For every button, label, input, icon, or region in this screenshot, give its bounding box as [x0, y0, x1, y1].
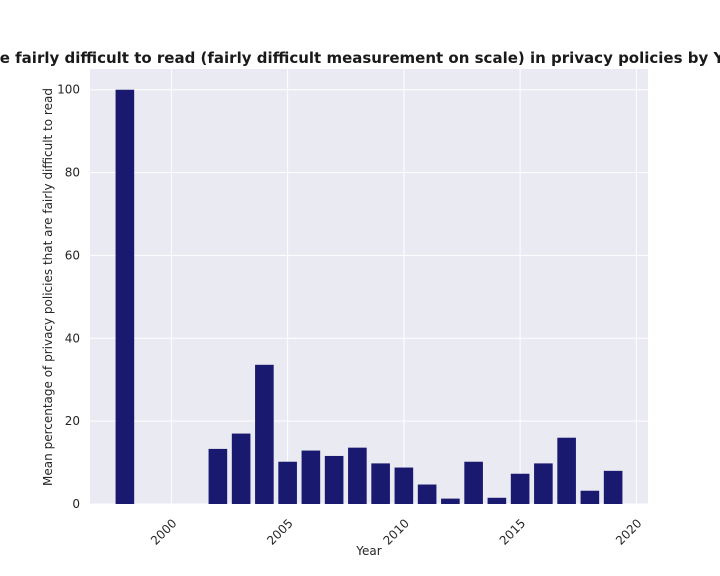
x-tick-label: 2005	[264, 516, 295, 547]
x-tick-label: 2000	[148, 516, 179, 547]
bar-2010	[394, 467, 414, 504]
y-tick-label: 100	[57, 83, 80, 97]
y-tick-label: 40	[65, 331, 80, 345]
bar-2009	[371, 463, 390, 504]
y-tick-label: 0	[72, 497, 80, 511]
bar-2003	[231, 433, 251, 504]
bar-2005	[278, 461, 297, 504]
bar-2017	[557, 437, 576, 504]
bar-2011	[417, 484, 437, 504]
bar-2013	[464, 461, 483, 504]
gridlines	[90, 69, 648, 505]
x-tick-label: 2015	[497, 516, 528, 547]
bar-2016	[534, 463, 553, 504]
y-tick-label: 80	[65, 166, 80, 180]
x-axis-label: Year	[355, 544, 381, 558]
bar-1998	[115, 89, 135, 504]
bar-2007	[324, 455, 344, 504]
y-axis-label: Mean percentage of privacy policies that…	[41, 88, 55, 486]
bar-2015	[510, 473, 530, 504]
bars	[115, 89, 623, 504]
bar-2014	[487, 497, 507, 504]
y-tick-label: 20	[65, 414, 80, 428]
y-tick-labels: 0 20 40 60 80 100	[57, 83, 80, 511]
y-tick-label: 60	[65, 248, 80, 262]
bar-2008	[348, 447, 367, 504]
x-tick-labels: 2000 2005 2010 2015 2020	[148, 516, 644, 547]
bar-2002	[208, 448, 228, 504]
x-tick-label: 2020	[613, 516, 644, 547]
x-tick-label: 2010	[380, 516, 411, 547]
bar-2006	[301, 450, 321, 504]
plot-background	[90, 69, 648, 504]
bar-2012	[441, 498, 460, 504]
bar-2018	[580, 490, 600, 504]
bar-2019	[603, 470, 623, 504]
bar-2004	[255, 364, 274, 504]
chart-title: Mean percentage of privacy policies that…	[0, 49, 720, 67]
